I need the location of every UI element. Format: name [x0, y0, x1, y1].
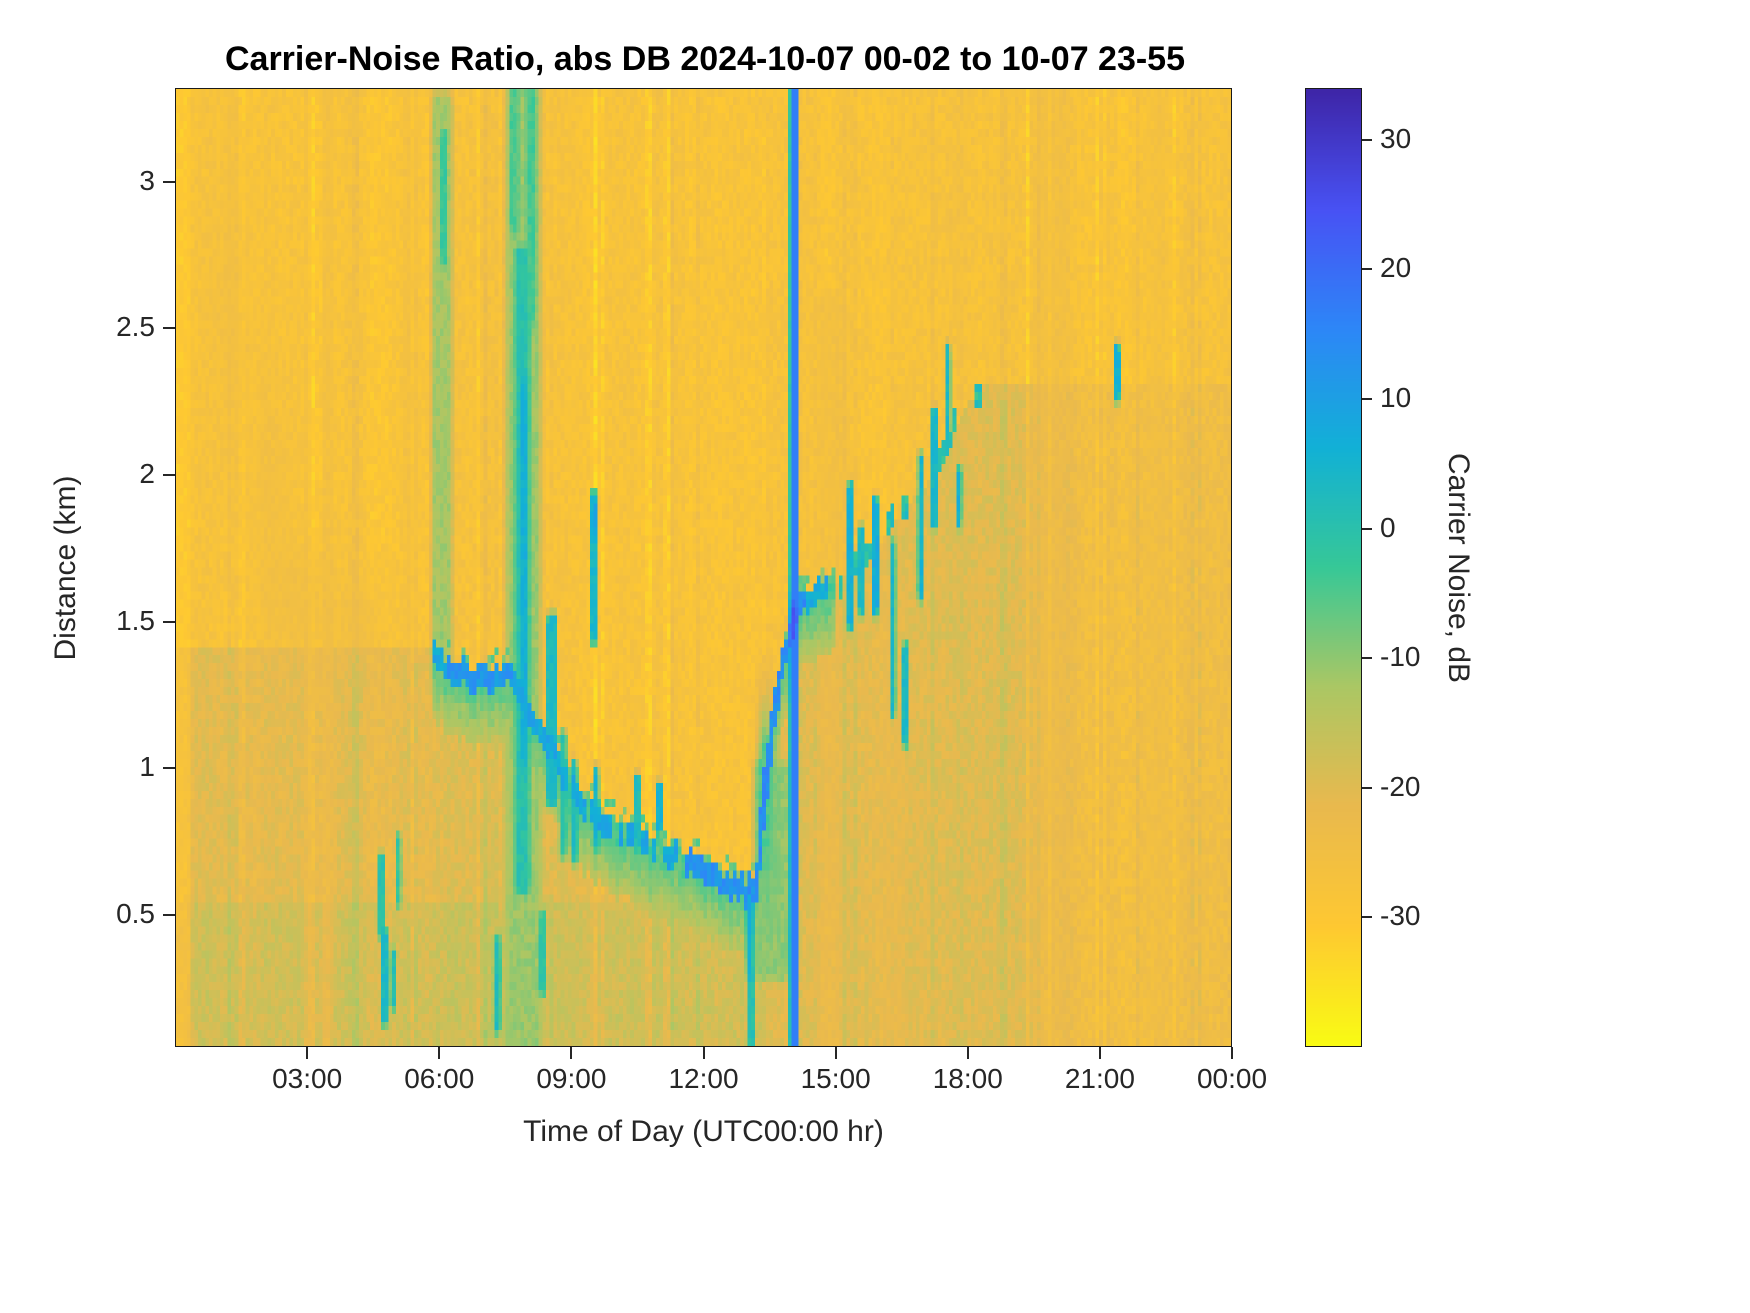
y-tick-label: 0.5: [116, 898, 155, 930]
x-tick-label: 18:00: [932, 1063, 1003, 1094]
x-tick-mark: [966, 1047, 969, 1059]
x-tick-label: 15:00: [800, 1063, 871, 1094]
colorbar-tick-label: 10: [1380, 382, 1412, 414]
y-tick-label: 1: [139, 751, 155, 783]
x-tick-mark: [1231, 1047, 1233, 1059]
x-tick-mark: [834, 1047, 837, 1059]
x-tick-label: 00:00: [1196, 1063, 1268, 1094]
y-tick-mark: [163, 620, 175, 623]
colorbar-tick-mark: [1362, 657, 1372, 660]
colorbar-tick-label: -30: [1380, 900, 1421, 932]
x-tick-label: 06:00: [404, 1063, 475, 1094]
colorbar-tick-label: 0: [1380, 511, 1396, 543]
y-tick-mark: [163, 327, 175, 330]
colorbar-tick-label: 20: [1380, 252, 1412, 284]
x-tick-label: 12:00: [668, 1063, 739, 1094]
colorbar-tick-mark: [1362, 268, 1372, 271]
y-tick-label: 1.5: [116, 604, 155, 636]
x-tick-label: 21:00: [1064, 1063, 1135, 1094]
x-tick-mark: [570, 1047, 573, 1059]
heatmap-canvas: [176, 89, 1231, 1046]
heatmap-plot-area: [175, 88, 1232, 1047]
colorbar-tick-label: -10: [1380, 641, 1421, 673]
x-tick-label: 09:00: [536, 1063, 607, 1094]
y-tick-label: 2: [139, 458, 155, 490]
chart-title: Carrier-Noise Ratio, abs DB 2024-10-07 0…: [224, 40, 1186, 78]
x-axis-label: Time of Day (UTC00:00 hr): [523, 1115, 884, 1148]
y-tick-mark: [163, 914, 175, 917]
x-tick-mark: [438, 1047, 441, 1059]
y-tick-label: 3: [139, 164, 155, 196]
x-tick-mark: [306, 1047, 309, 1059]
colorbar-tick-mark: [1362, 527, 1372, 530]
colorbar-tick-label: 30: [1380, 122, 1412, 154]
y-tick-mark: [163, 180, 175, 183]
colorbar-tick-mark: [1362, 138, 1372, 141]
colorbar-gradient: [1306, 89, 1361, 1046]
colorbar-tick-label: -20: [1380, 770, 1421, 802]
x-tick-mark: [1098, 1047, 1101, 1059]
y-tick-label: 2.5: [116, 311, 155, 343]
y-tick-mark: [163, 474, 175, 477]
colorbar: [1305, 88, 1362, 1047]
y-tick-mark: [163, 767, 175, 770]
x-tick-label: 03:00: [272, 1063, 343, 1094]
colorbar-tick-mark: [1362, 786, 1372, 789]
x-tick-mark: [702, 1047, 705, 1059]
colorbar-tick-mark: [1362, 398, 1372, 401]
colorbar-tick-mark: [1362, 916, 1372, 919]
